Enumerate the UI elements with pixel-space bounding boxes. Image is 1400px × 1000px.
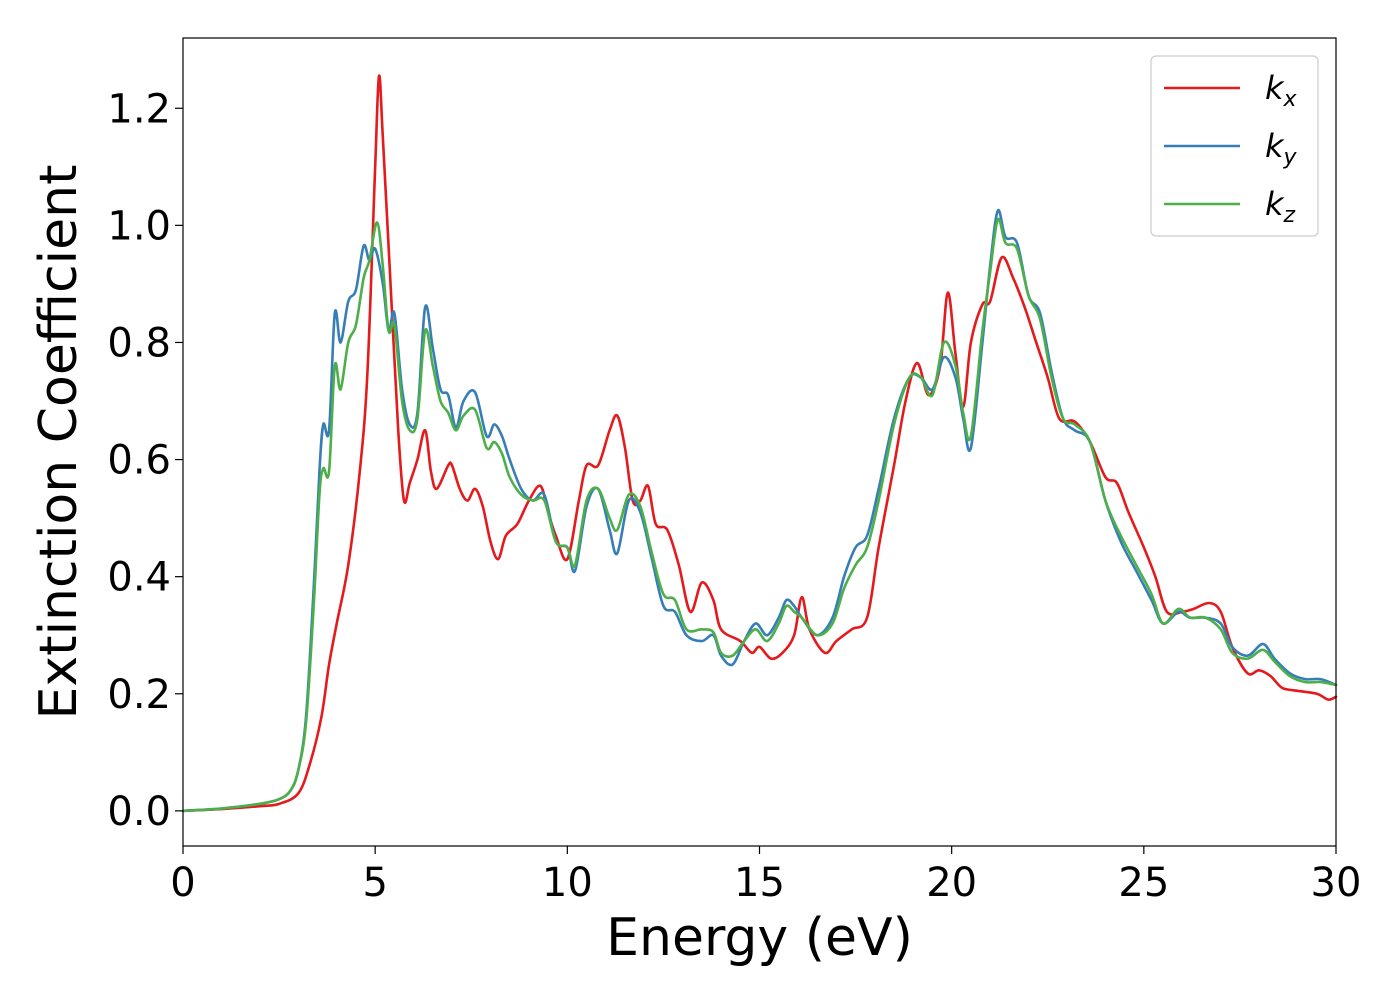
series-line-kx bbox=[181, 74, 1338, 813]
y-tick-label: 0.2 bbox=[107, 672, 171, 718]
x-axis-title: Energy (eV) bbox=[606, 908, 913, 968]
y-tick-label: 1.2 bbox=[107, 86, 171, 132]
legend-label-ky: ky bbox=[1265, 127, 1298, 170]
legend-label-main: k bbox=[1265, 127, 1285, 165]
y-axis: 0.0 0.2 0.4 0.6 0.8 1.0 1.2 bbox=[107, 86, 183, 835]
legend-label-subscript: y bbox=[1283, 145, 1298, 170]
legend-label-subscript: x bbox=[1283, 87, 1298, 112]
y-tick-label: 1.0 bbox=[107, 203, 171, 249]
series-layer bbox=[181, 74, 1338, 813]
legend-label-main: k bbox=[1265, 185, 1285, 223]
series-line-ky bbox=[181, 208, 1338, 813]
y-tick-label: 0.8 bbox=[107, 320, 171, 366]
x-tick-label: 0 bbox=[170, 860, 195, 906]
x-axis: 0 5 10 15 20 25 30 bbox=[170, 846, 1361, 906]
legend-label-subscript: z bbox=[1283, 203, 1296, 228]
series-line-kz bbox=[181, 217, 1338, 813]
x-tick-label: 5 bbox=[362, 860, 387, 906]
x-tick-label: 15 bbox=[734, 860, 785, 906]
legend-label-kx: kx bbox=[1265, 69, 1298, 112]
y-tick-label: 0.4 bbox=[107, 555, 171, 601]
legend-label-main: k bbox=[1265, 69, 1285, 107]
x-tick-label: 10 bbox=[542, 860, 593, 906]
y-axis-title: Extinction Coefficient bbox=[29, 165, 89, 720]
legend-label-kz: kz bbox=[1265, 185, 1296, 228]
x-tick-label: 25 bbox=[1118, 860, 1169, 906]
y-tick-label: 0.6 bbox=[107, 438, 171, 484]
x-tick-label: 30 bbox=[1311, 860, 1362, 906]
y-tick-label: 0.0 bbox=[107, 789, 171, 835]
x-tick-label: 20 bbox=[926, 860, 977, 906]
